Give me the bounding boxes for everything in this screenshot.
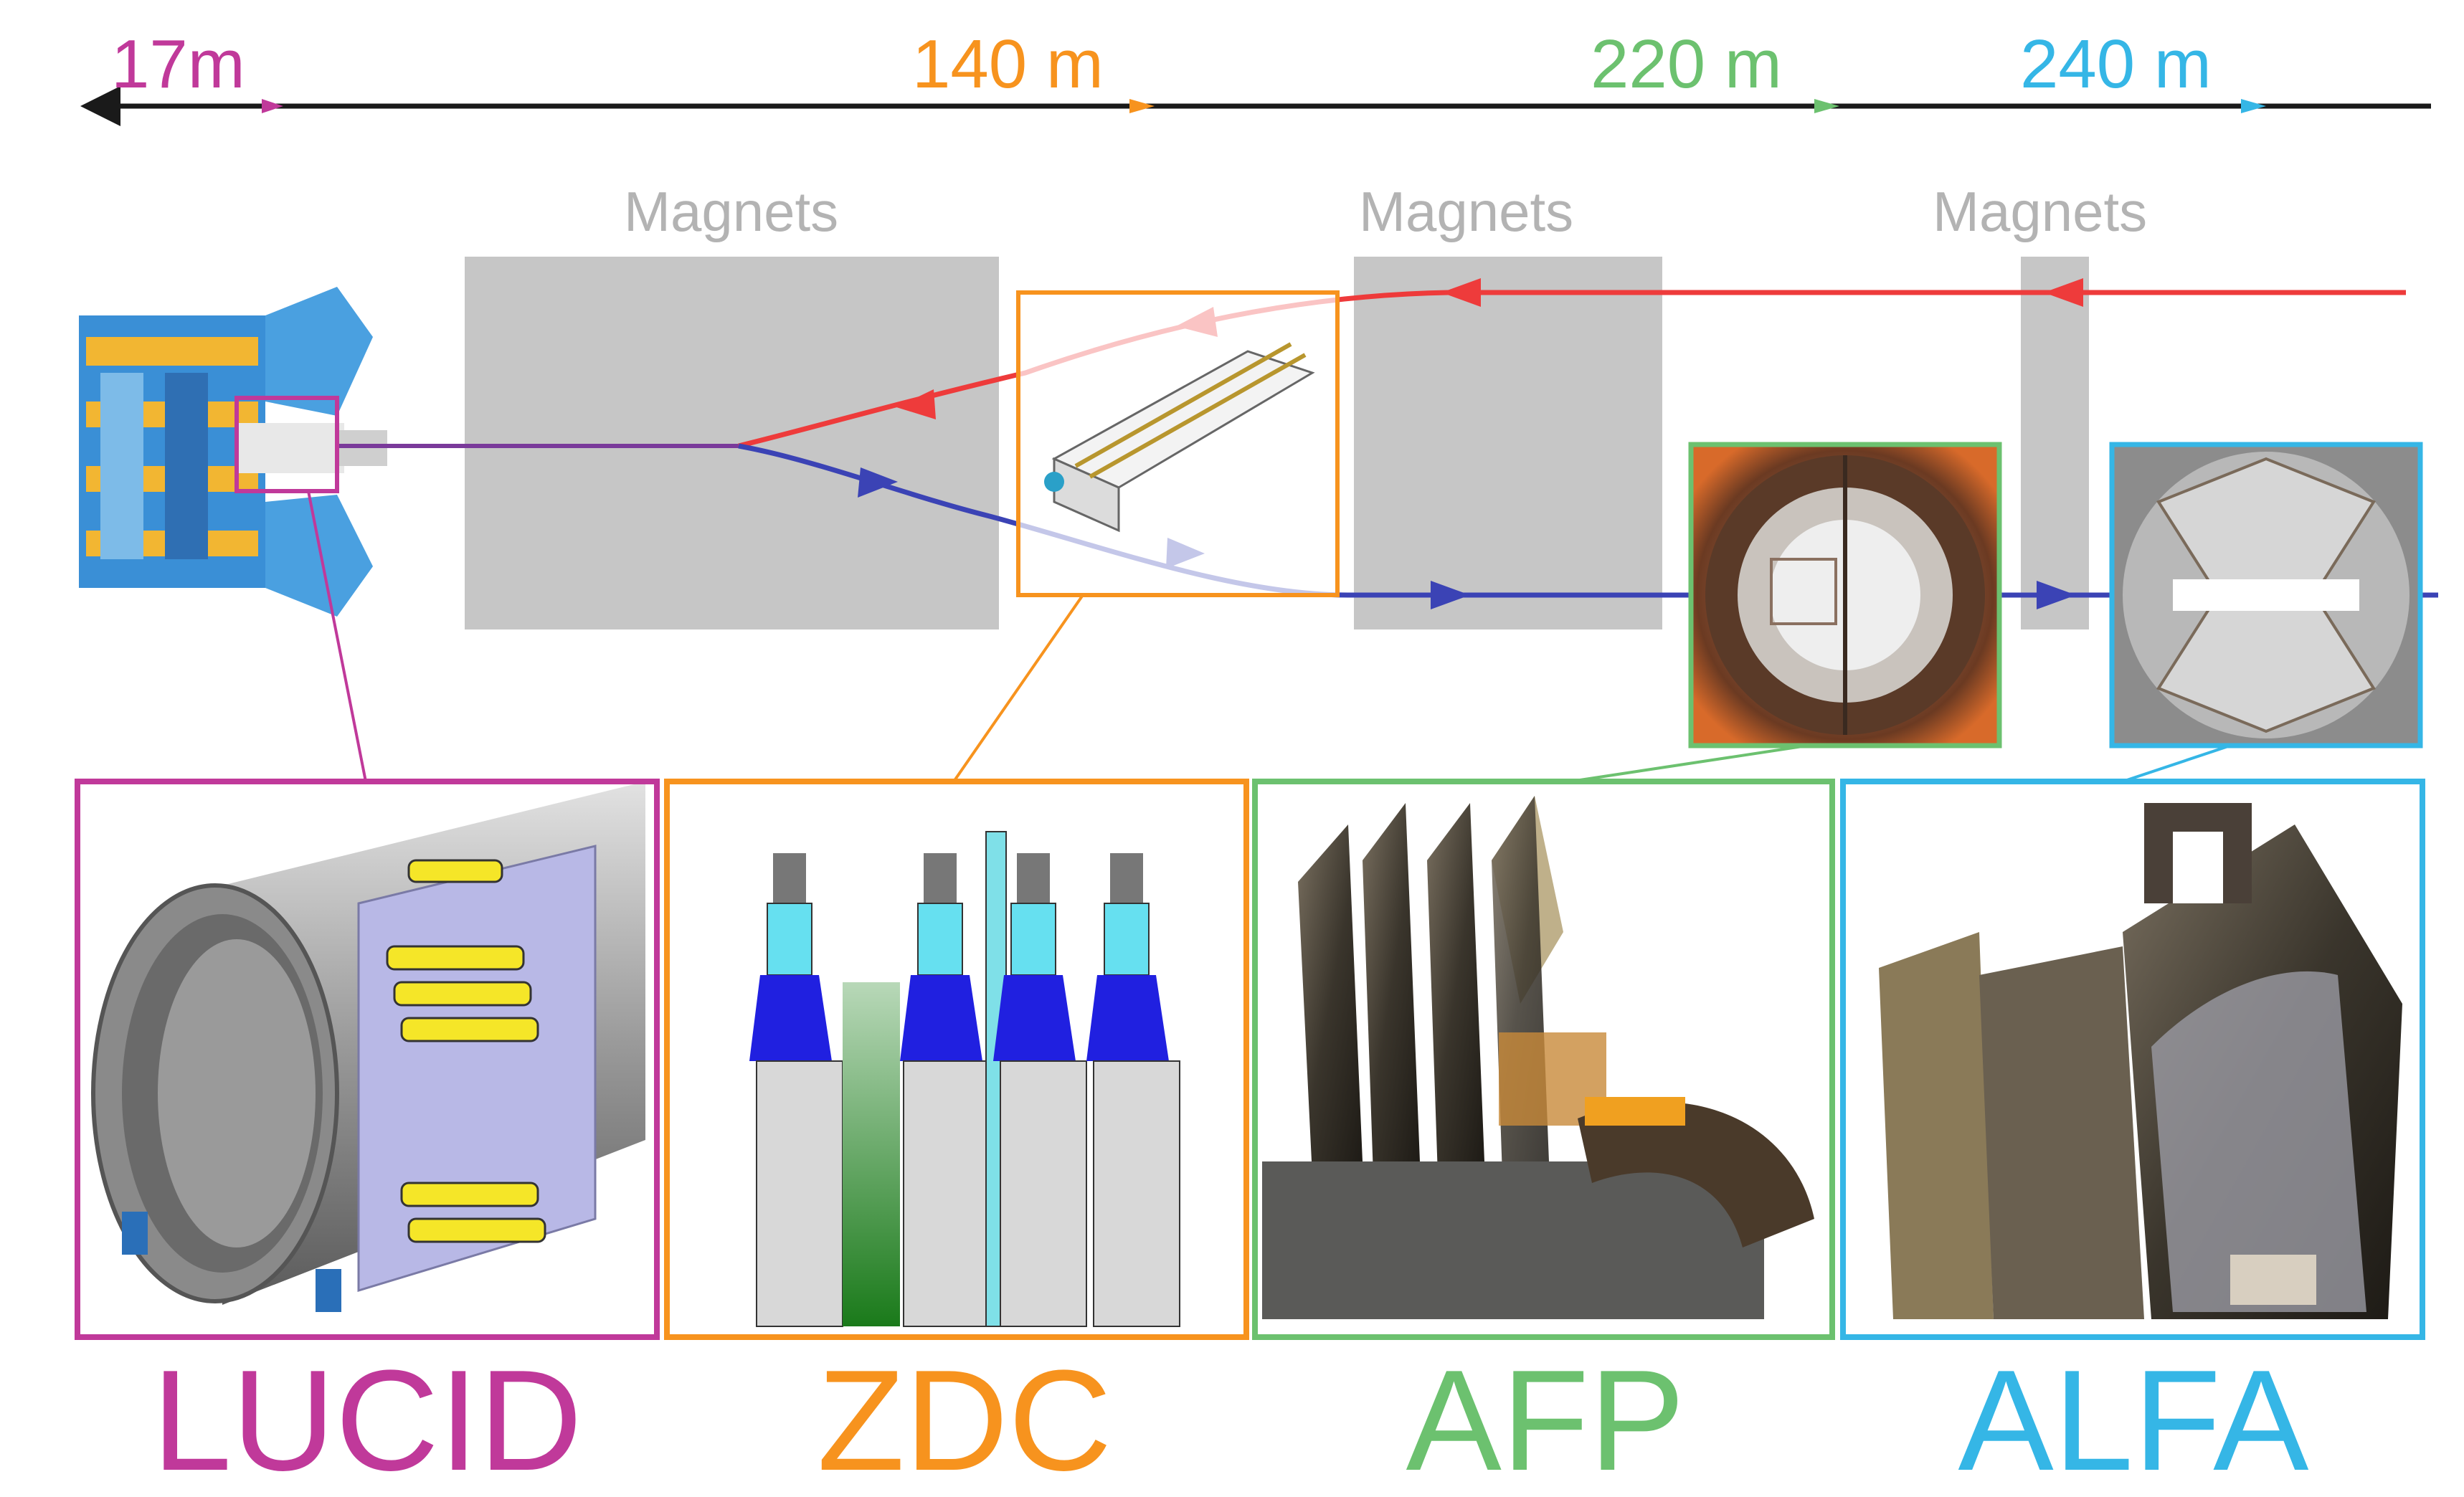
lucid-panel [75,779,660,1340]
magnet-label-1: Magnets [624,180,838,243]
afp-panel [1252,779,1835,1340]
zdc-module-1 [749,853,843,1327]
zdc-module-2 [900,853,990,1327]
lucid-pmt-bundle-bottom [400,1182,546,1243]
lucid-pmt-bundle-top [386,859,539,1042]
detector-label-zdc: ZDC [817,1341,1112,1497]
zdc-module-4 [1086,853,1180,1327]
distance-label-17m: 17m [111,26,245,103]
alfa-panel [1840,779,2425,1340]
magnet-block-1 [465,257,999,629]
distance-axis: 17m 140 m 220 m 240 m [80,26,2431,126]
magnet-block-2 [1354,257,1662,629]
zdc-panel [664,779,1249,1340]
magnet-label-2: Magnets [1359,180,1573,243]
distance-marker-220m: 220 m [1591,26,1839,113]
detector-label-alfa: ALFA [1958,1341,2309,1497]
distance-marker-17m: 17m [111,26,283,113]
detector-label-afp: AFP [1406,1341,1685,1497]
distance-label-140m: 140 m [912,26,1104,103]
distance-label-220m: 220 m [1591,26,1782,103]
atlas-detector-illustration [79,287,387,617]
detector-label-lucid: LUCID [152,1341,582,1497]
detector-labels: LUCID ZDC AFP ALFA [152,1341,2309,1497]
distance-label-240m: 240 m [2020,26,2212,103]
distance-marker-140m: 140 m [912,26,1155,113]
afp-location-inset [1570,442,2002,783]
magnet-label-3: Magnets [1933,180,2147,243]
distance-marker-240m: 240 m [2020,26,2266,113]
alfa-location-inset [2109,442,2423,783]
magnets-group: Magnets Magnets Magnets [465,180,2147,629]
magnet-block-3 [2021,257,2089,629]
zdc-location-inset [952,290,1340,783]
zdc-module-3 [993,853,1087,1327]
lucid-location-box [234,396,367,782]
